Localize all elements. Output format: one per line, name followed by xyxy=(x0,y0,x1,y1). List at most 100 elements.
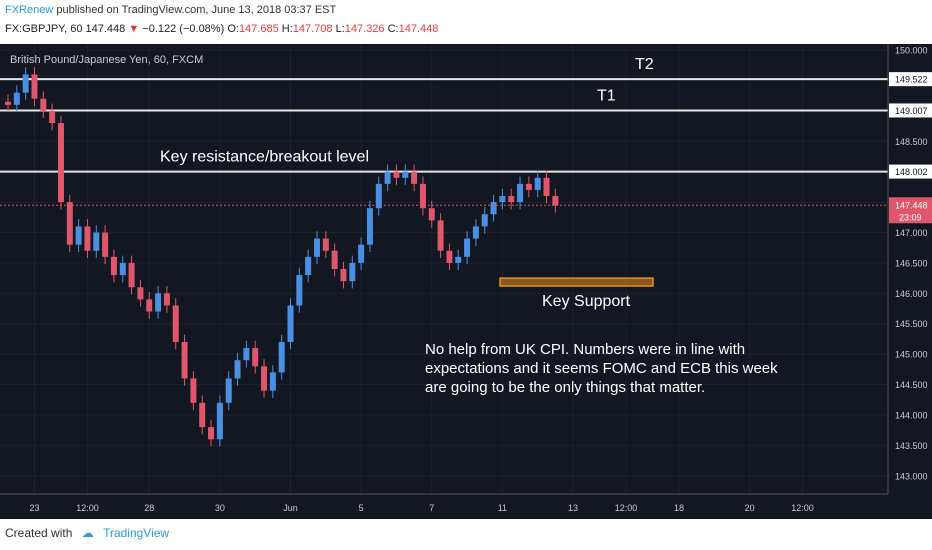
symbol: FX:GBPJPY, 60 xyxy=(5,23,83,35)
down-arrow-icon: ▼ xyxy=(128,23,140,35)
candle-body xyxy=(269,372,276,391)
candle-body xyxy=(128,262,135,288)
high-label: H: xyxy=(281,23,293,35)
candle-body xyxy=(199,402,206,428)
level-badge-label: 149.522 xyxy=(895,75,928,85)
annotations: T2 T1 Key resistance/breakout level xyxy=(160,56,654,165)
level-badge xyxy=(889,72,932,87)
candle-body xyxy=(455,256,462,263)
footer: Created with ☁ TradingView xyxy=(5,526,169,540)
candle-body xyxy=(225,378,232,403)
price-tick-label: 150.000 xyxy=(895,46,928,56)
candle-body xyxy=(472,226,479,239)
candle-body xyxy=(13,92,20,105)
candle-body xyxy=(66,202,73,245)
price-tick-label: 145.000 xyxy=(895,350,928,360)
candle-body xyxy=(464,238,471,257)
candle-body xyxy=(102,232,109,257)
candle-body xyxy=(216,402,223,440)
candle-body xyxy=(172,305,179,342)
candle-body xyxy=(208,427,215,440)
candle-body xyxy=(296,275,303,306)
support-annotation: Key Support xyxy=(542,293,631,310)
candle-body xyxy=(499,196,506,203)
candle-body xyxy=(146,299,153,312)
candle-body xyxy=(393,171,400,178)
time-tick-label: 11 xyxy=(498,503,507,513)
candle-body xyxy=(331,250,338,269)
candle-body xyxy=(252,348,259,367)
chart-background xyxy=(0,44,932,519)
candle-body xyxy=(261,366,268,391)
candle-body xyxy=(278,341,285,373)
commentary-note: No help from UK CPI. Numbers were in lin… xyxy=(425,341,778,396)
candle-body xyxy=(437,220,444,251)
level-annotation: T1 xyxy=(597,87,616,104)
price-tick-label: 145.500 xyxy=(895,319,928,329)
level-annotation: Key resistance/breakout level xyxy=(160,149,369,166)
candle-body xyxy=(375,183,382,209)
price-tick-label: 143.000 xyxy=(895,471,928,481)
time-axis-ticks[interactable]: 23 12:00 28 30 Jun 5 7 11 13 12:00 18 20 12:00 xyxy=(29,503,813,513)
note-line: are going to be the only things that mat… xyxy=(425,379,705,396)
countdown-label: 23:09 xyxy=(899,212,922,222)
candle-body xyxy=(22,74,29,93)
price-tick-label: 146.500 xyxy=(895,258,928,268)
candle-body xyxy=(313,238,320,257)
publish-info: FXRenew published on TradingView.com, Ju… xyxy=(5,4,336,16)
candle-body xyxy=(340,269,347,282)
candle-body xyxy=(534,177,541,190)
candle-body xyxy=(49,110,56,124)
candle-body xyxy=(525,183,532,190)
price-chart[interactable]: British Pound/Japanese Yen, 60, FXCM T2T… xyxy=(0,44,932,519)
level-badge-label: 149.007 xyxy=(895,106,928,116)
candle-body xyxy=(508,196,515,203)
time-tick-label: 12:00 xyxy=(76,503,99,513)
price-tick-label: 147.000 xyxy=(895,228,928,238)
price-axis[interactable] xyxy=(888,44,932,494)
price-tick-label: 143.500 xyxy=(895,441,928,451)
candle-body xyxy=(366,208,373,245)
candle-body xyxy=(543,177,550,197)
price-tick-label: 144.500 xyxy=(895,380,928,390)
candle-body xyxy=(517,183,524,203)
last-price-badge xyxy=(889,197,932,224)
candle-body xyxy=(40,98,47,111)
level-badge xyxy=(889,103,932,118)
time-tick-label: 18 xyxy=(674,503,684,513)
candle-body xyxy=(402,171,409,178)
time-tick-label: 12:00 xyxy=(615,503,638,513)
candle-body xyxy=(243,348,250,361)
price-tick-label: 144.000 xyxy=(895,410,928,420)
candle-body xyxy=(446,250,453,263)
chart-container[interactable]: British Pound/Japanese Yen, 60, FXCM T2 T… xyxy=(0,44,932,519)
candle-body xyxy=(110,256,117,276)
publisher-name[interactable]: FXRenew xyxy=(5,4,54,16)
time-tick-label: 28 xyxy=(144,503,154,513)
price-tick-label: 146.000 xyxy=(895,289,928,299)
tradingview-brand[interactable]: TradingView xyxy=(103,526,170,540)
time-tick-label: 5 xyxy=(359,503,364,513)
low-label: L: xyxy=(335,23,345,35)
candle-body xyxy=(481,214,488,227)
candle-body xyxy=(384,171,391,184)
candle-body xyxy=(5,101,11,105)
candle-body xyxy=(305,256,312,276)
price-bars xyxy=(5,67,559,447)
candle-body xyxy=(57,123,64,203)
published-text: published on TradingView.com, June 13, 2… xyxy=(56,4,337,16)
close-label: C: xyxy=(387,23,399,35)
low-value: 147.326 xyxy=(344,23,385,35)
time-tick-label: 7 xyxy=(429,503,434,513)
candle-body xyxy=(234,360,241,379)
note-line: expectations and it seems FOMC and ECB t… xyxy=(425,360,778,377)
last-price-label: 147.448 xyxy=(895,200,928,210)
candle-body xyxy=(155,293,162,312)
candle-body xyxy=(490,202,497,215)
created-with-text: Created with xyxy=(5,526,73,540)
open-label: O: xyxy=(227,23,239,35)
tradingview-logo-icon[interactable]: ☁ xyxy=(81,526,94,540)
candle-body xyxy=(287,305,294,342)
candle-body xyxy=(411,171,418,184)
time-tick-label: Jun xyxy=(283,503,298,513)
